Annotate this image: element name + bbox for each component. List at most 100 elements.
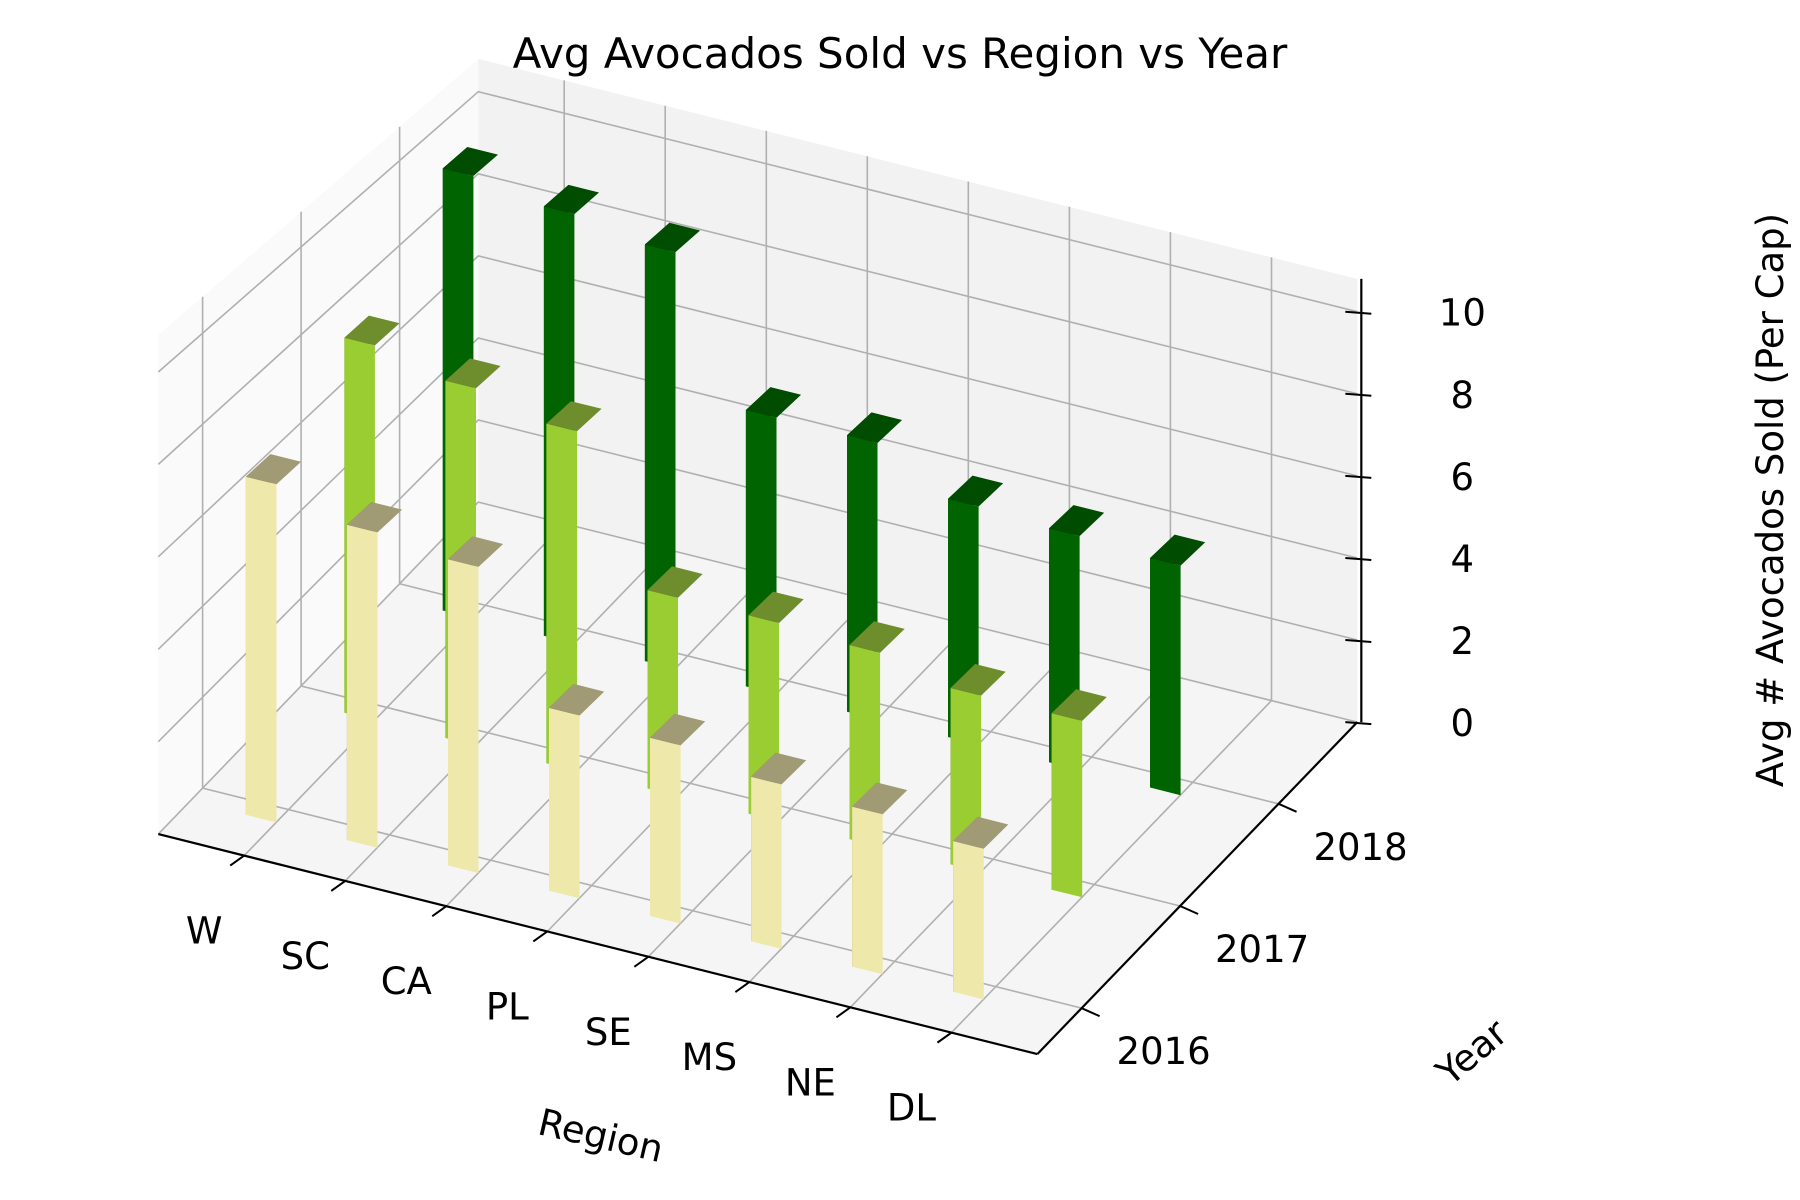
- x-tick-label: W: [186, 910, 223, 953]
- x-tick: [734, 981, 750, 993]
- bar-top: [849, 621, 905, 653]
- bar-top: [1051, 689, 1107, 721]
- bar-top: [751, 752, 807, 785]
- bar-top: [745, 387, 802, 418]
- bar-top: [650, 713, 706, 746]
- z-tick-label: 10: [1439, 292, 1486, 335]
- z-tick-label: 2: [1451, 620, 1475, 663]
- y-tick-label: 2017: [1215, 928, 1309, 971]
- bar-front: [852, 806, 883, 975]
- bar-top: [344, 315, 400, 346]
- z-tick: [1345, 310, 1372, 315]
- z-tick: [1345, 639, 1372, 644]
- chart-title: Avg Avocados Sold vs Region vs Year: [513, 29, 1288, 78]
- bar-2018-DL: [1150, 534, 1206, 796]
- y-tick: [1278, 802, 1297, 813]
- bar-2016-NE: [852, 782, 908, 975]
- bar-top: [346, 502, 403, 533]
- grid-z: [157, 255, 1358, 558]
- bar-top: [950, 664, 1006, 696]
- bar-top: [647, 566, 703, 598]
- bar-top: [644, 222, 701, 253]
- bar-2016-SE: [650, 713, 706, 924]
- grid-y: [201, 296, 1082, 1009]
- grid-z: [157, 90, 1358, 373]
- x-tick-label: SE: [585, 1011, 632, 1054]
- left-pane: [158, 58, 479, 835]
- bar-2016-SC: [346, 502, 403, 848]
- bar-2016-MS: [751, 752, 807, 949]
- bar-top: [448, 536, 504, 567]
- bar-2016-CA: [448, 536, 504, 874]
- bar-top: [847, 412, 903, 443]
- y-tick: [1081, 1007, 1101, 1018]
- x-tick-label: PL: [486, 985, 529, 1028]
- bar-2016-PL: [549, 683, 605, 899]
- x-tick: [330, 880, 346, 892]
- x-tick: [229, 854, 245, 867]
- grid-y: [300, 211, 1181, 907]
- z-tick-label: 6: [1451, 456, 1475, 499]
- y-tick-label: 2018: [1313, 826, 1407, 869]
- x-tick-label: SC: [281, 935, 330, 978]
- bar-front: [546, 423, 577, 771]
- y-tick: [1179, 905, 1199, 915]
- bar-front: [751, 776, 782, 949]
- bar-front: [1051, 713, 1083, 898]
- bar-front: [448, 559, 479, 874]
- bar-front: [549, 707, 580, 899]
- bar-front: [346, 524, 378, 848]
- bar-front: [953, 841, 984, 1000]
- y-axis-label: Year: [1427, 1010, 1516, 1094]
- x-tick: [936, 1031, 953, 1044]
- bar-front: [245, 476, 277, 823]
- axes: [158, 278, 1372, 1056]
- bar-front: [644, 244, 676, 669]
- bar-top: [948, 475, 1004, 507]
- bar-top: [245, 454, 302, 485]
- grid-x: [950, 257, 1273, 1034]
- z-tick: [1345, 721, 1372, 726]
- bar-top: [445, 358, 501, 389]
- z-axis-label: Avg # Avocados Sold (Per Cap): [1749, 213, 1792, 787]
- z-tick: [1345, 556, 1372, 561]
- x-tick: [431, 905, 447, 918]
- z-tick: [1345, 392, 1372, 397]
- bar-2017-DL: [1051, 689, 1107, 898]
- bar-top: [546, 401, 602, 432]
- x-axis-label: Region: [534, 1101, 667, 1171]
- z-tick-label: 4: [1451, 538, 1475, 581]
- bar-front: [650, 737, 681, 924]
- bar-top: [543, 184, 599, 215]
- grid-z: [157, 172, 1358, 465]
- bar-2017-SE: [748, 591, 804, 822]
- x-axis-line: [158, 833, 1038, 1056]
- bar-top: [442, 147, 498, 176]
- x-tick-label: MS: [682, 1036, 737, 1079]
- z-tick: [1345, 474, 1372, 479]
- bar-top: [1150, 534, 1206, 566]
- x-tick: [532, 930, 548, 943]
- z-tick-label: 0: [1451, 702, 1475, 745]
- bar-2017-CA: [546, 401, 602, 771]
- z-tick-label: 8: [1451, 374, 1475, 417]
- bar-2016-W: [245, 454, 302, 823]
- x-tick-label: CA: [381, 960, 432, 1003]
- bar-2016-DL: [953, 816, 1009, 1000]
- bar-top: [1049, 505, 1105, 537]
- bar-2018-CA: [644, 222, 701, 669]
- bar-top: [953, 816, 1009, 849]
- x-tick-label: NE: [785, 1061, 836, 1104]
- x-tick: [633, 955, 649, 968]
- bar-top: [549, 683, 605, 716]
- x-tick: [835, 1006, 851, 1019]
- y-tick-label: 2016: [1117, 1030, 1211, 1073]
- bars: [245, 147, 1206, 1000]
- y-axis-line: [1036, 721, 1359, 1055]
- bar-top: [852, 782, 908, 815]
- grid-y: [398, 126, 1279, 805]
- x-tick-label: DL: [887, 1087, 936, 1130]
- bar-top: [748, 591, 804, 623]
